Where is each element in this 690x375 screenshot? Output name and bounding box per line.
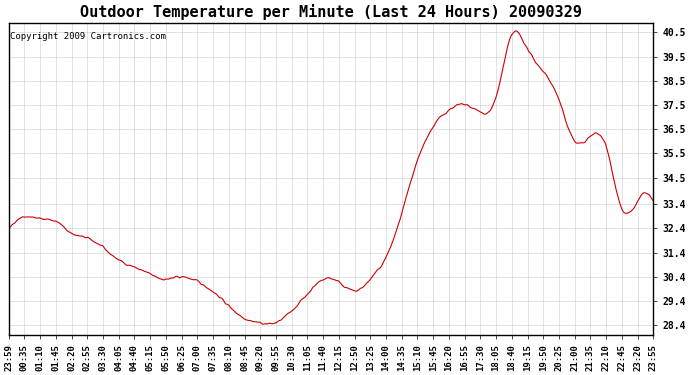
Text: Copyright 2009 Cartronics.com: Copyright 2009 Cartronics.com	[10, 32, 166, 41]
Title: Outdoor Temperature per Minute (Last 24 Hours) 20090329: Outdoor Temperature per Minute (Last 24 …	[80, 4, 582, 20]
